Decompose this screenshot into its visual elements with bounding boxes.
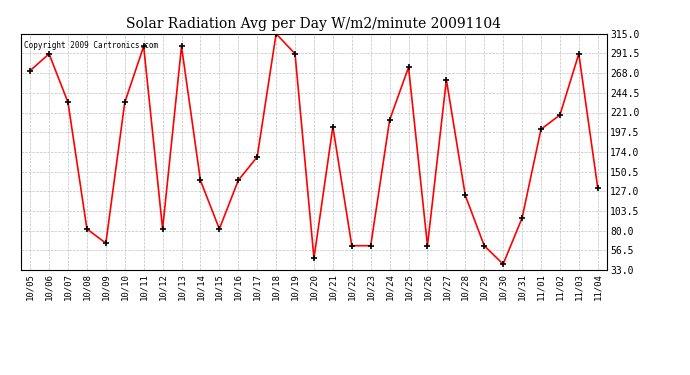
Title: Solar Radiation Avg per Day W/m2/minute 20091104: Solar Radiation Avg per Day W/m2/minute … [126, 17, 502, 31]
Text: Copyright 2009 Cartronics.com: Copyright 2009 Cartronics.com [23, 41, 158, 50]
